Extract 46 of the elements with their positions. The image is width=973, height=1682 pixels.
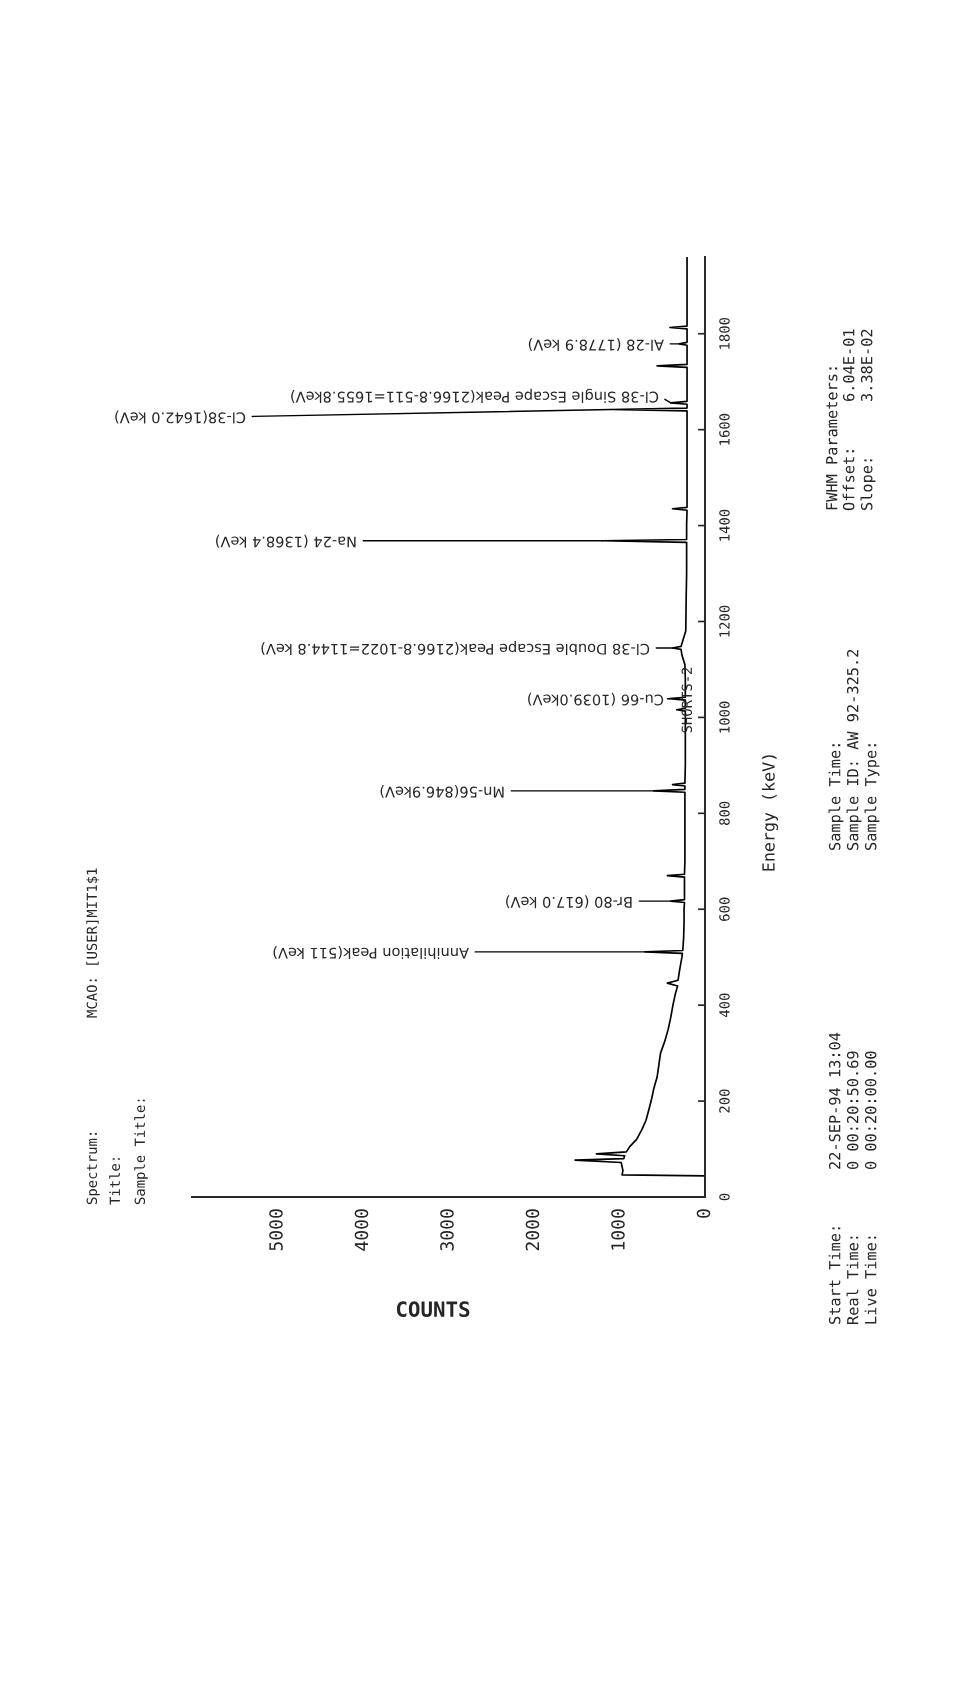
annotation: Br-80 (617.0 keV) (506, 895, 632, 909)
annotation: Na-24 (1368.4 keV) (216, 534, 356, 548)
y-tick-label: 1200 (719, 605, 730, 637)
text: Sample Title: (134, 1099, 148, 1205)
annotation: Cl-38 Single Escape Peak(2166.8-511=1655.8keV) (291, 388, 659, 403)
text: Sample Type: (864, 744, 880, 850)
text: MCAO: [USER]MIT1$1 (86, 868, 99, 1018)
y-tick-label: 200 (719, 1089, 730, 1113)
y-tick-label: 1600 (719, 413, 730, 445)
y-tick-label: 600 (719, 897, 730, 921)
text: 6.04E-01 (842, 329, 855, 402)
text: FWHM Parameters: (826, 367, 838, 510)
text: 22-SEP-94 13:04 (828, 1032, 841, 1169)
annotation: Cl-38(1642.0 keV) (115, 410, 246, 424)
annotation: Mn-56(846.9keV) (380, 784, 504, 798)
text: 0 00:20:00.00 (864, 1051, 877, 1170)
text: Sample Time: (828, 744, 844, 850)
annotation: Cl-38 Double Escape Peak(2166.8-1022=1144.8 keV) (261, 640, 650, 656)
text: Sample ID: AW 92-325.2 (846, 649, 862, 850)
x-tick-label: 2000 (525, 1209, 540, 1251)
text: 0 00:20:50.69 (846, 1051, 859, 1170)
x-tick-label: 5000 (269, 1209, 283, 1251)
y-axis-title: Energy (keV) (761, 755, 779, 871)
annotation: Al-28 (1778.9 keV) (528, 337, 664, 351)
x-tick-label: 4000 (354, 1209, 369, 1251)
text: 3.38E-02 (860, 329, 873, 401)
text: Spectrum: (86, 1133, 100, 1205)
x-tick-label: 3000 (440, 1209, 454, 1251)
text: Start Time: (828, 1227, 841, 1324)
y-tick-label: 1000 (719, 701, 730, 733)
text: Slope: (860, 459, 876, 510)
y-tick-label: 0 (719, 1193, 730, 1201)
text: Offset: (842, 450, 855, 511)
text: Title: (109, 1158, 121, 1205)
y-tick-label: 1800 (719, 317, 730, 349)
y-tick-label: 1400 (719, 509, 730, 541)
x-axis-title: COUNTS (396, 1301, 470, 1318)
annotation: Cu-66 (1039.0keV) (528, 692, 664, 706)
text: Live Time: (864, 1236, 877, 1324)
y-tick-label: 400 (719, 993, 730, 1018)
x-tick-label: 0 (696, 1209, 711, 1218)
x-tick-label: 1000 (611, 1209, 625, 1250)
annotation: Annihilation Peak(511 keV) (273, 945, 469, 959)
text: Real Time: (846, 1236, 859, 1324)
y-tick-label: 800 (719, 801, 730, 825)
text: SHORTS-2 (681, 667, 693, 733)
